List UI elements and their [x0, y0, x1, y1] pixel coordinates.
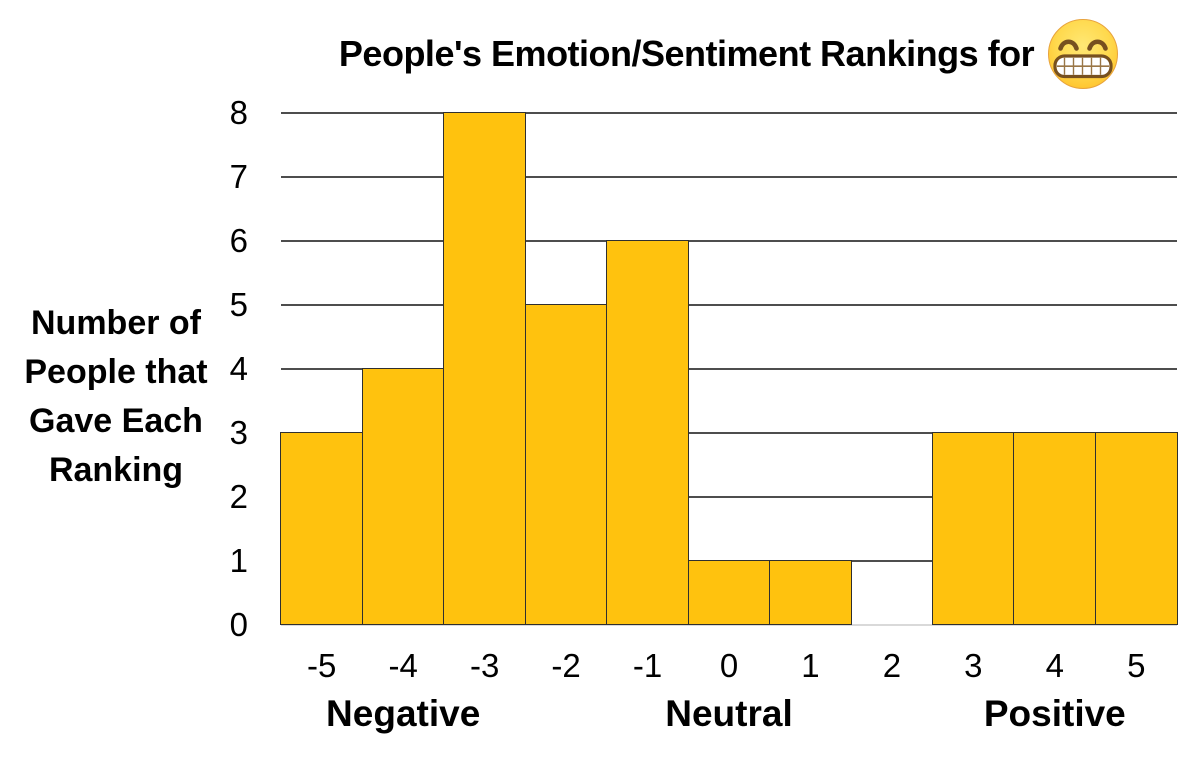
x-tick-label-5: 5	[1127, 647, 1146, 684]
bar--1	[606, 240, 690, 625]
bar--2	[524, 304, 608, 625]
y-tick-label-6: 6	[229, 222, 248, 259]
y-axis-title: Number of People that Gave Each Ranking	[0, 299, 232, 495]
y-tick-label-5: 5	[229, 286, 248, 323]
chart-title: People's Emotion/Sentiment Rankings for	[338, 33, 1035, 74]
y-tick-label-2: 2	[229, 478, 248, 515]
x-tick-label-0: 0	[719, 647, 739, 684]
bar-3	[931, 432, 1015, 625]
y-tick-label-3: 3	[229, 414, 248, 451]
y-tick-label-1: 1	[229, 542, 248, 579]
gridline-y-8	[281, 112, 1177, 114]
beaming-face-with-smiling-eyes-emoji-icon	[1048, 19, 1119, 89]
gridline-y-3	[281, 432, 1177, 434]
plot-area	[280, 112, 1178, 626]
bar--5	[280, 432, 364, 625]
x-tick-label--2: -2	[551, 647, 581, 684]
y-tick-label-7: 7	[229, 158, 248, 195]
y-tick-label-8: 8	[229, 94, 248, 131]
x-tick-label-4: 4	[1045, 647, 1064, 684]
bar--4	[361, 368, 445, 625]
x-axis-ticks: -5 -4 -3 -2 -1 0 1 2 3 4 5	[281, 645, 1177, 687]
bar-0	[687, 560, 771, 625]
x-tick-label--4: -4	[388, 647, 418, 684]
x-tick-label--5: -5	[307, 647, 337, 684]
gridline-y-6	[281, 240, 1177, 242]
bar-1	[768, 560, 852, 625]
y-axis-title-line: Ranking	[48, 451, 184, 489]
y-tick-label-0: 0	[229, 606, 248, 643]
group-label-negative: Negative	[326, 693, 481, 734]
gridline-y-5	[281, 304, 1177, 306]
x-tick-label--3: -3	[469, 647, 500, 684]
chart-title-row: People's Emotion/Sentiment Rankings for	[281, 14, 1177, 94]
x-axis-group-labels: Negative Neutral Positive	[281, 691, 1177, 737]
bar--3	[443, 112, 527, 625]
y-axis-title-line: Gave Each	[29, 402, 203, 440]
gridline-y-7	[281, 176, 1177, 178]
x-tick-label-2: 2	[882, 647, 902, 684]
gridline-y-4	[281, 368, 1177, 370]
group-label-positive: Positive	[983, 693, 1126, 734]
bar-4	[1013, 432, 1097, 625]
y-axis-ticks: 0 1 2 3 4 5 6 7 8	[0, 94, 248, 643]
group-label-neutral: Neutral	[665, 693, 793, 734]
bar-5	[1094, 432, 1178, 625]
gridline-y-2	[281, 496, 1177, 498]
y-axis-title-line: People that	[24, 353, 208, 391]
x-tick-label-3: 3	[964, 647, 983, 684]
y-tick-label-4: 4	[229, 350, 248, 387]
x-tick-label-1: 1	[801, 647, 820, 684]
x-tick-label--1: -1	[632, 647, 663, 684]
y-axis-title-line: Number of	[31, 304, 201, 342]
